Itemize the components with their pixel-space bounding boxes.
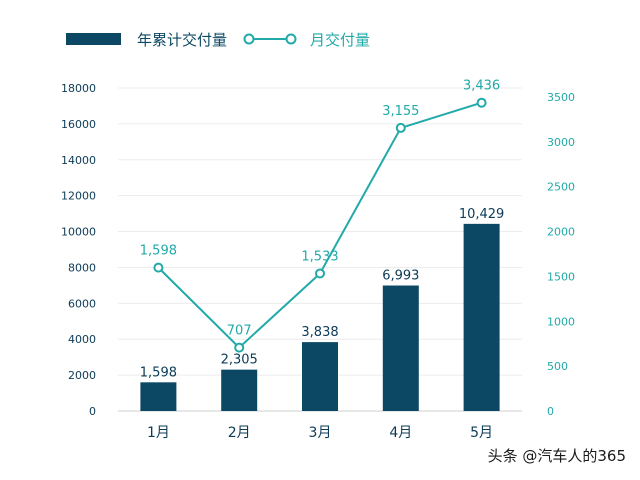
- left-tick-label: 6000: [68, 297, 96, 310]
- bar-data-label: 2,305: [221, 353, 258, 368]
- legend-bar-label: 年累计交付量: [137, 31, 227, 49]
- series-line: [157, 101, 482, 349]
- bar: [463, 223, 500, 411]
- category-label: 1月: [147, 425, 170, 441]
- line-series: [153, 97, 487, 353]
- left-tick-label: 18000: [61, 82, 96, 95]
- legend-line-marker: [243, 33, 255, 45]
- line-point: [153, 262, 164, 273]
- right-tick-label: 500: [547, 360, 568, 373]
- bar: [302, 342, 338, 411]
- left-tick-label: 0: [89, 405, 96, 418]
- bar: [221, 369, 258, 411]
- bar: [382, 285, 419, 411]
- gridlines: [118, 87, 522, 412]
- line-point: [234, 342, 245, 353]
- line-data-label: 1,533: [301, 249, 338, 264]
- left-tick-label: 14000: [61, 154, 96, 167]
- right-tick-label: 1500: [547, 270, 575, 283]
- right-tick-label: 0: [547, 405, 554, 418]
- line-data-label: 3,436: [463, 79, 500, 94]
- category-label: 4月: [389, 425, 412, 441]
- right-tick-label: 1000: [547, 315, 575, 328]
- left-axis-ticks: 0 2000 4000 6000 8000 10000 12000 14000 16000 180…: [61, 82, 96, 418]
- category-labels: 1月 2月 3月 4月 5月: [147, 425, 493, 441]
- right-tick-label: 2500: [547, 181, 575, 194]
- left-tick-label: 12000: [61, 190, 96, 203]
- left-tick-label: 10000: [61, 226, 96, 239]
- watermark: 头条 @汽车人的365: [487, 447, 626, 465]
- right-axis-ticks: 0 500 1000 1500 2000 2500 3000 3500: [547, 91, 575, 418]
- bar-data-label: 1,598: [140, 365, 177, 380]
- right-tick-label: 2000: [547, 226, 575, 239]
- category-label: 3月: [309, 425, 332, 441]
- line-data-label: 707: [227, 324, 252, 339]
- line-point: [395, 122, 406, 133]
- legend-line-marker: [285, 33, 297, 45]
- legend-line-label: 月交付量: [310, 31, 370, 49]
- line-point: [476, 97, 487, 108]
- left-tick-label: 16000: [61, 118, 96, 131]
- bar-data-label: 10,429: [459, 207, 505, 222]
- bar-series: [140, 223, 500, 411]
- bar-data-label: 3,838: [301, 325, 338, 340]
- line-point: [315, 268, 325, 279]
- line-data-label: 1,598: [140, 244, 177, 259]
- bar: [140, 382, 177, 411]
- category-label: 2月: [228, 425, 251, 441]
- category-label: 5月: [470, 425, 493, 441]
- legend: 年累计交付量 月交付量: [66, 31, 370, 49]
- bar-data-label: 6,993: [382, 269, 419, 284]
- left-tick-label: 2000: [68, 369, 96, 382]
- line-data-label: 3,155: [382, 104, 419, 119]
- data-labels: 1,598 2,305 3,838 6,993 10,429 1,598 707 1,533 3…: [140, 79, 505, 381]
- right-tick-label: 3000: [547, 136, 575, 149]
- legend-bar-swatch: [66, 33, 121, 45]
- right-tick-label: 3500: [547, 91, 575, 104]
- left-tick-label: 8000: [68, 261, 96, 274]
- left-tick-label: 4000: [68, 333, 96, 346]
